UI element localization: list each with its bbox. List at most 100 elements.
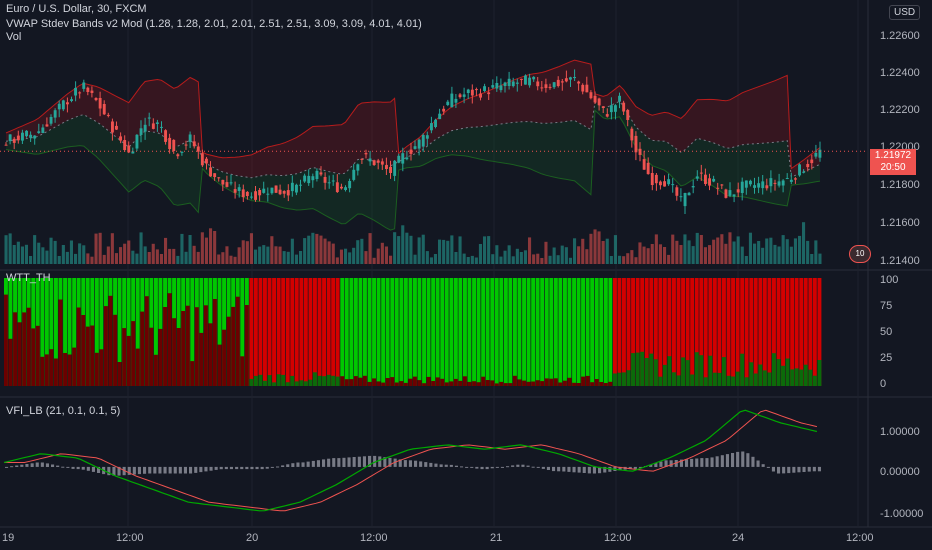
wtt-bar	[640, 278, 645, 386]
candle-body	[45, 124, 49, 127]
candle-body	[250, 196, 253, 198]
volume-bar	[634, 257, 638, 264]
wtt-bar	[599, 278, 604, 386]
vfi-histogram-bar	[766, 466, 770, 468]
candle-body	[127, 145, 131, 153]
wtt-inner-bar	[531, 381, 536, 386]
candle-body	[41, 127, 45, 133]
vfi-histogram-bar	[245, 466, 249, 470]
volume-bar	[573, 238, 577, 264]
vfi-histogram-bar	[444, 464, 448, 467]
wtt-inner-bar	[535, 380, 540, 386]
wtt-inner-bar	[776, 359, 781, 386]
vfi-histogram-bar	[664, 460, 668, 467]
candle-body	[25, 130, 28, 137]
volume-bar	[564, 247, 568, 264]
vfi-histogram-bar	[741, 451, 745, 467]
wtt-inner-bar	[140, 311, 145, 386]
volume-bar	[536, 253, 540, 264]
vfi-panel-label[interactable]: VFI_LB (21, 0.1, 0.1, 5)	[6, 405, 121, 417]
candle-body	[638, 148, 642, 155]
volume-bar	[613, 235, 617, 264]
wtt-bar	[290, 278, 295, 386]
candle-body	[470, 89, 474, 96]
vwap-indicator-label[interactable]: VWAP Stdev Bands v2 Mod (1.28, 1.28, 2.0…	[6, 18, 422, 30]
candle-body	[66, 102, 69, 105]
wtt-bar	[603, 278, 608, 386]
wtt-inner-bar	[640, 351, 645, 386]
vfi-histogram-bar	[777, 466, 781, 474]
volume-bar	[360, 238, 364, 264]
vfi-histogram-bar	[408, 460, 412, 467]
volume-bar	[740, 246, 744, 264]
vfi-histogram-bar	[183, 466, 187, 474]
candle-body	[172, 139, 176, 151]
wtt-inner-bar	[513, 375, 517, 386]
wtt-inner-bar	[76, 307, 81, 386]
wtt-inner-bar	[631, 353, 635, 386]
vfi-histogram-bar	[76, 466, 80, 470]
wtt-bar	[508, 278, 513, 386]
candle-body	[352, 169, 356, 180]
wtt-bar	[762, 278, 767, 386]
candle-body	[111, 121, 114, 133]
volume-bar	[417, 237, 421, 264]
volume-bar	[270, 236, 274, 264]
vfi-histogram-bar	[148, 466, 152, 474]
wtt-bar	[253, 278, 258, 386]
volume-bar	[753, 243, 757, 264]
vfi-histogram-bar	[511, 465, 515, 467]
wtt-bar	[240, 278, 245, 386]
wtt-inner-bar	[385, 378, 390, 386]
volume-bar	[716, 237, 720, 264]
wtt-inner-bar	[472, 381, 476, 386]
wtt-inner-bar	[222, 329, 226, 386]
wtt-bar	[699, 278, 704, 386]
vfi-histogram-bar	[30, 463, 34, 467]
wtt-inner-bar	[72, 347, 77, 386]
vfi-histogram-bar	[695, 458, 699, 467]
wtt-inner-bar	[94, 352, 99, 386]
vfi-histogram-bar	[214, 466, 218, 470]
wtt-inner-bar	[149, 327, 154, 386]
vfi-histogram-bar	[526, 465, 530, 467]
vfi-histogram-bar	[276, 466, 280, 468]
vfi-histogram-bar	[649, 464, 653, 467]
vfi-histogram-bar	[756, 460, 760, 467]
volume-bar	[450, 235, 454, 264]
vfi-histogram-bar	[419, 461, 423, 467]
wtt-inner-bar	[722, 357, 726, 386]
wtt-panel-label[interactable]: WTT_TH	[6, 272, 51, 284]
wtt-bar	[517, 278, 522, 386]
vfi-histogram-bar	[460, 466, 464, 468]
wtt-bar	[8, 278, 13, 386]
vfi-histogram-bar	[219, 466, 223, 470]
vfi-histogram-bar	[178, 466, 182, 474]
vfi-histogram-bar	[311, 460, 315, 467]
wtt-inner-bar	[781, 365, 785, 386]
candle-body	[340, 186, 343, 189]
wtt-inner-bar	[812, 375, 817, 386]
vfi-histogram-bar	[373, 455, 377, 467]
wtt-inner-bar	[272, 382, 276, 386]
wtt-bar	[526, 278, 531, 386]
vfi-histogram-bar	[414, 460, 418, 467]
candle-body	[139, 128, 143, 135]
vfi-histogram-bar	[15, 465, 19, 467]
vfi-histogram-bar	[434, 463, 438, 467]
currency-button[interactable]: USD	[889, 5, 921, 20]
wtt-bar	[731, 278, 735, 386]
vfi-histogram-bar	[378, 456, 382, 467]
wtt-bar	[772, 278, 776, 386]
volume-bar	[299, 251, 303, 264]
volume-bar	[429, 257, 433, 264]
volume-bar	[609, 256, 613, 264]
volume-bar	[593, 229, 597, 264]
wtt-bar	[281, 278, 286, 386]
vfi-histogram-bar	[715, 456, 719, 467]
volume-label[interactable]: Vol	[6, 31, 22, 43]
candle-body	[295, 184, 298, 193]
wtt-inner-bar	[444, 382, 449, 386]
candle-body	[217, 177, 221, 179]
